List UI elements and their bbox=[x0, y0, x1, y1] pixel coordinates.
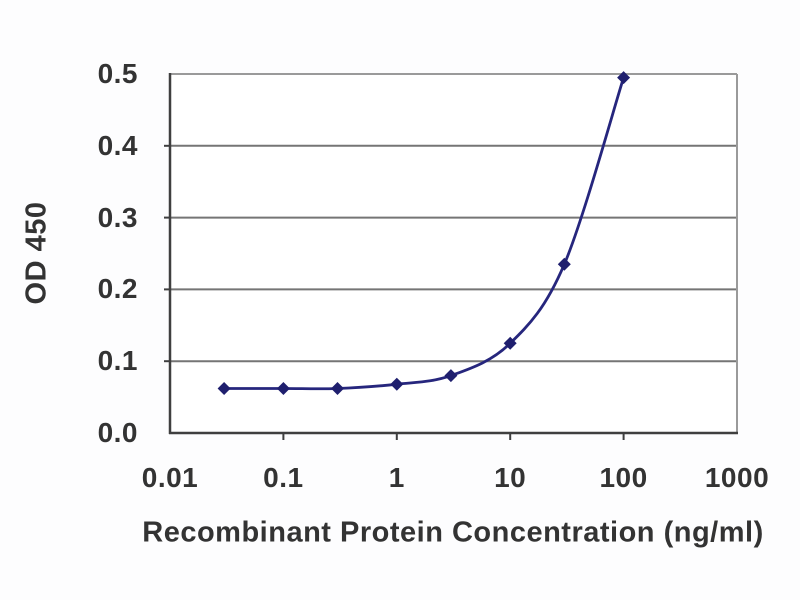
x-tick-label-1: 1 bbox=[388, 462, 405, 493]
x-axis-title: Recombinant Protein Concentration (ng/ml… bbox=[142, 516, 764, 549]
x-tick-label-100: 100 bbox=[599, 462, 648, 493]
y-tick-label-0.3: 0.3 bbox=[97, 201, 138, 233]
y-tick-label-0.2: 0.2 bbox=[97, 273, 138, 305]
x-tick-label-0.1: 0.1 bbox=[263, 462, 304, 493]
y-axis-title: OD 450 bbox=[20, 201, 53, 305]
y-tick-label-0.0: 0.0 bbox=[97, 417, 138, 448]
y-tick-label-0.1: 0.1 bbox=[97, 345, 138, 377]
x-tick-label-0.01: 0.01 bbox=[141, 462, 199, 493]
x-tick-label-10: 10 bbox=[494, 462, 527, 493]
y-tick-label-0.4: 0.4 bbox=[97, 129, 138, 161]
y-tick-label-0.5: 0.5 bbox=[97, 58, 138, 89]
x-tick-label-1000: 1000 bbox=[704, 462, 770, 493]
